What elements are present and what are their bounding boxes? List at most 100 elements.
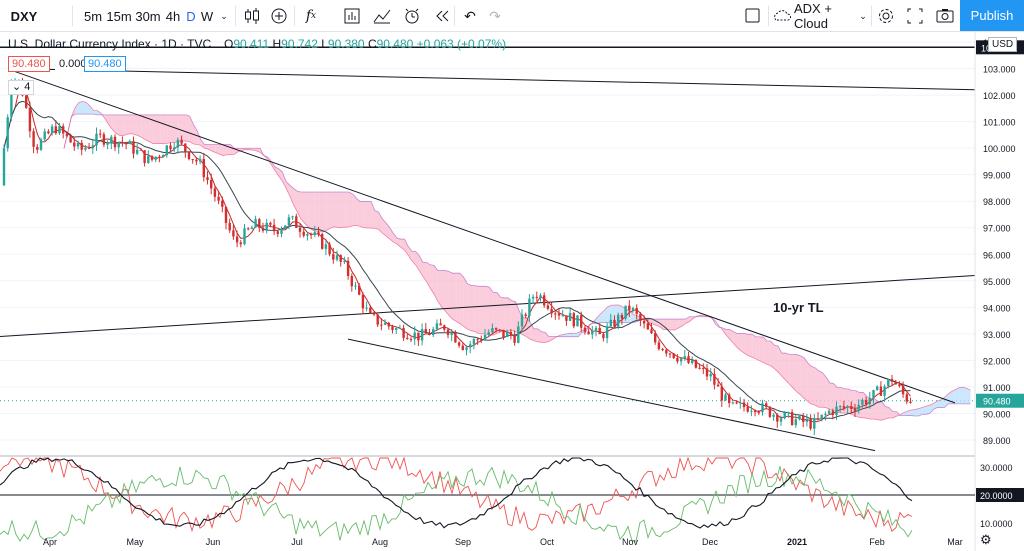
candle-body (272, 224, 276, 232)
alert-icon[interactable] (400, 0, 424, 32)
cloud-segment (145, 114, 150, 142)
candle-body (332, 254, 335, 260)
candle-body (672, 353, 675, 359)
candle-body (517, 326, 520, 343)
candle-body (820, 414, 823, 420)
candle-body (10, 85, 13, 118)
interval-1d[interactable]: D (186, 8, 196, 24)
candle-body (184, 143, 187, 152)
interval-30m[interactable]: 30m (135, 8, 161, 24)
candle-body (258, 219, 261, 228)
cloud-segment (367, 201, 372, 229)
candle-body (543, 295, 546, 306)
compare-icon[interactable] (370, 0, 394, 32)
candle-body (32, 131, 35, 147)
interval-15m[interactable]: 15m (106, 8, 132, 24)
undo-icon[interactable]: ↶ (464, 7, 476, 24)
currency-label: USD (988, 37, 1018, 52)
candle-body (217, 196, 220, 201)
candle-body (787, 412, 790, 414)
settings-icon[interactable]: ⚙ (980, 532, 992, 547)
candle-body (191, 159, 194, 161)
interval-1w[interactable]: W (200, 8, 214, 24)
price-tick-label: 100.000 (983, 144, 1016, 154)
chevron-down-icon[interactable]: ⌄ (859, 10, 867, 21)
candle-body (702, 368, 705, 370)
time-axis[interactable]: Apr May Jun Jul Aug Sep Oct Nov Dec 2021 Feb Mar (43, 537, 963, 547)
cloud-segment (889, 407, 893, 418)
interval-5m[interactable]: 5m (83, 8, 103, 24)
symbol-button[interactable]: DXY (10, 8, 38, 24)
cloud-segment (670, 319, 675, 331)
settings-icon[interactable] (875, 0, 897, 32)
interval-4h[interactable]: 4h (165, 8, 181, 24)
cloud-segment (752, 334, 756, 360)
price-chart[interactable]: 104.000103.000102.000101.000100.00099.00… (0, 32, 1024, 551)
candle-body (398, 327, 402, 329)
candle-body (816, 418, 820, 420)
cloud-segment (741, 333, 745, 354)
cloud-segment (156, 114, 161, 144)
candle-body (572, 313, 575, 327)
redo-icon[interactable]: ↷ (489, 7, 501, 24)
indicators-icon[interactable] (340, 0, 364, 32)
candle-body (668, 353, 672, 355)
indicator-template-label[interactable]: ADX + Cloud (794, 1, 832, 31)
candle-body (180, 139, 183, 144)
candle-body (813, 418, 816, 429)
candle-body (25, 95, 28, 108)
candle-body (846, 406, 849, 408)
candle-body (147, 155, 150, 163)
cloud-segment (955, 387, 960, 404)
camera-icon[interactable] (933, 0, 957, 32)
time-tick-label: Jul (291, 537, 303, 547)
price-axis[interactable]: 104.000103.000102.000101.000100.00099.00… (974, 32, 1024, 551)
candle-body (661, 348, 664, 351)
publish-button[interactable]: Publish (960, 0, 1024, 31)
di-plus-line (0, 456, 913, 533)
candle-body (531, 296, 535, 299)
cloud-segment (215, 144, 220, 155)
candle-body (413, 332, 416, 340)
candle-body (709, 374, 712, 377)
fullscreen-icon[interactable] (904, 0, 926, 32)
cloud-segment (737, 333, 742, 352)
candle-body (54, 126, 57, 134)
candle-body (876, 386, 879, 390)
candle-body (210, 179, 213, 189)
cloud-segment (441, 270, 446, 311)
symbol-legend-title: U.S. Dollar Currency Index · 1D · TVC (8, 37, 212, 51)
cloud-segment (792, 354, 797, 392)
checkbox-icon[interactable] (742, 0, 764, 32)
add-indicator-icon[interactable] (267, 0, 291, 32)
candle-body (417, 332, 420, 341)
candle-body (250, 227, 254, 230)
candle-body (609, 319, 612, 327)
candle-body (831, 410, 834, 415)
candle-body (757, 412, 760, 414)
collapse-indicators-button[interactable]: ⌄ 4 (8, 80, 35, 95)
cloud-segment (774, 345, 779, 373)
replay-icon[interactable] (430, 0, 454, 32)
bar-style-icon[interactable] (240, 0, 264, 32)
cloud-segment (648, 319, 653, 324)
candle-body (724, 394, 727, 401)
candle-body (842, 406, 846, 408)
cloud-segment (256, 148, 261, 153)
chevron-down-icon[interactable]: ⌄ (220, 10, 228, 21)
cloud-segment (300, 191, 305, 224)
cloud-segment (108, 114, 113, 130)
lower-channel-line (347, 338, 876, 452)
candle-body (454, 332, 457, 343)
cloud-segment (341, 191, 346, 228)
candle-body (742, 402, 746, 408)
candle-body (2, 148, 6, 186)
cloud-segment (274, 166, 279, 176)
cloud-segment (352, 193, 357, 226)
cloud-segment (160, 114, 164, 144)
candle-body (480, 339, 483, 341)
cloud-segment (356, 198, 360, 227)
cloud-segment (430, 264, 434, 295)
